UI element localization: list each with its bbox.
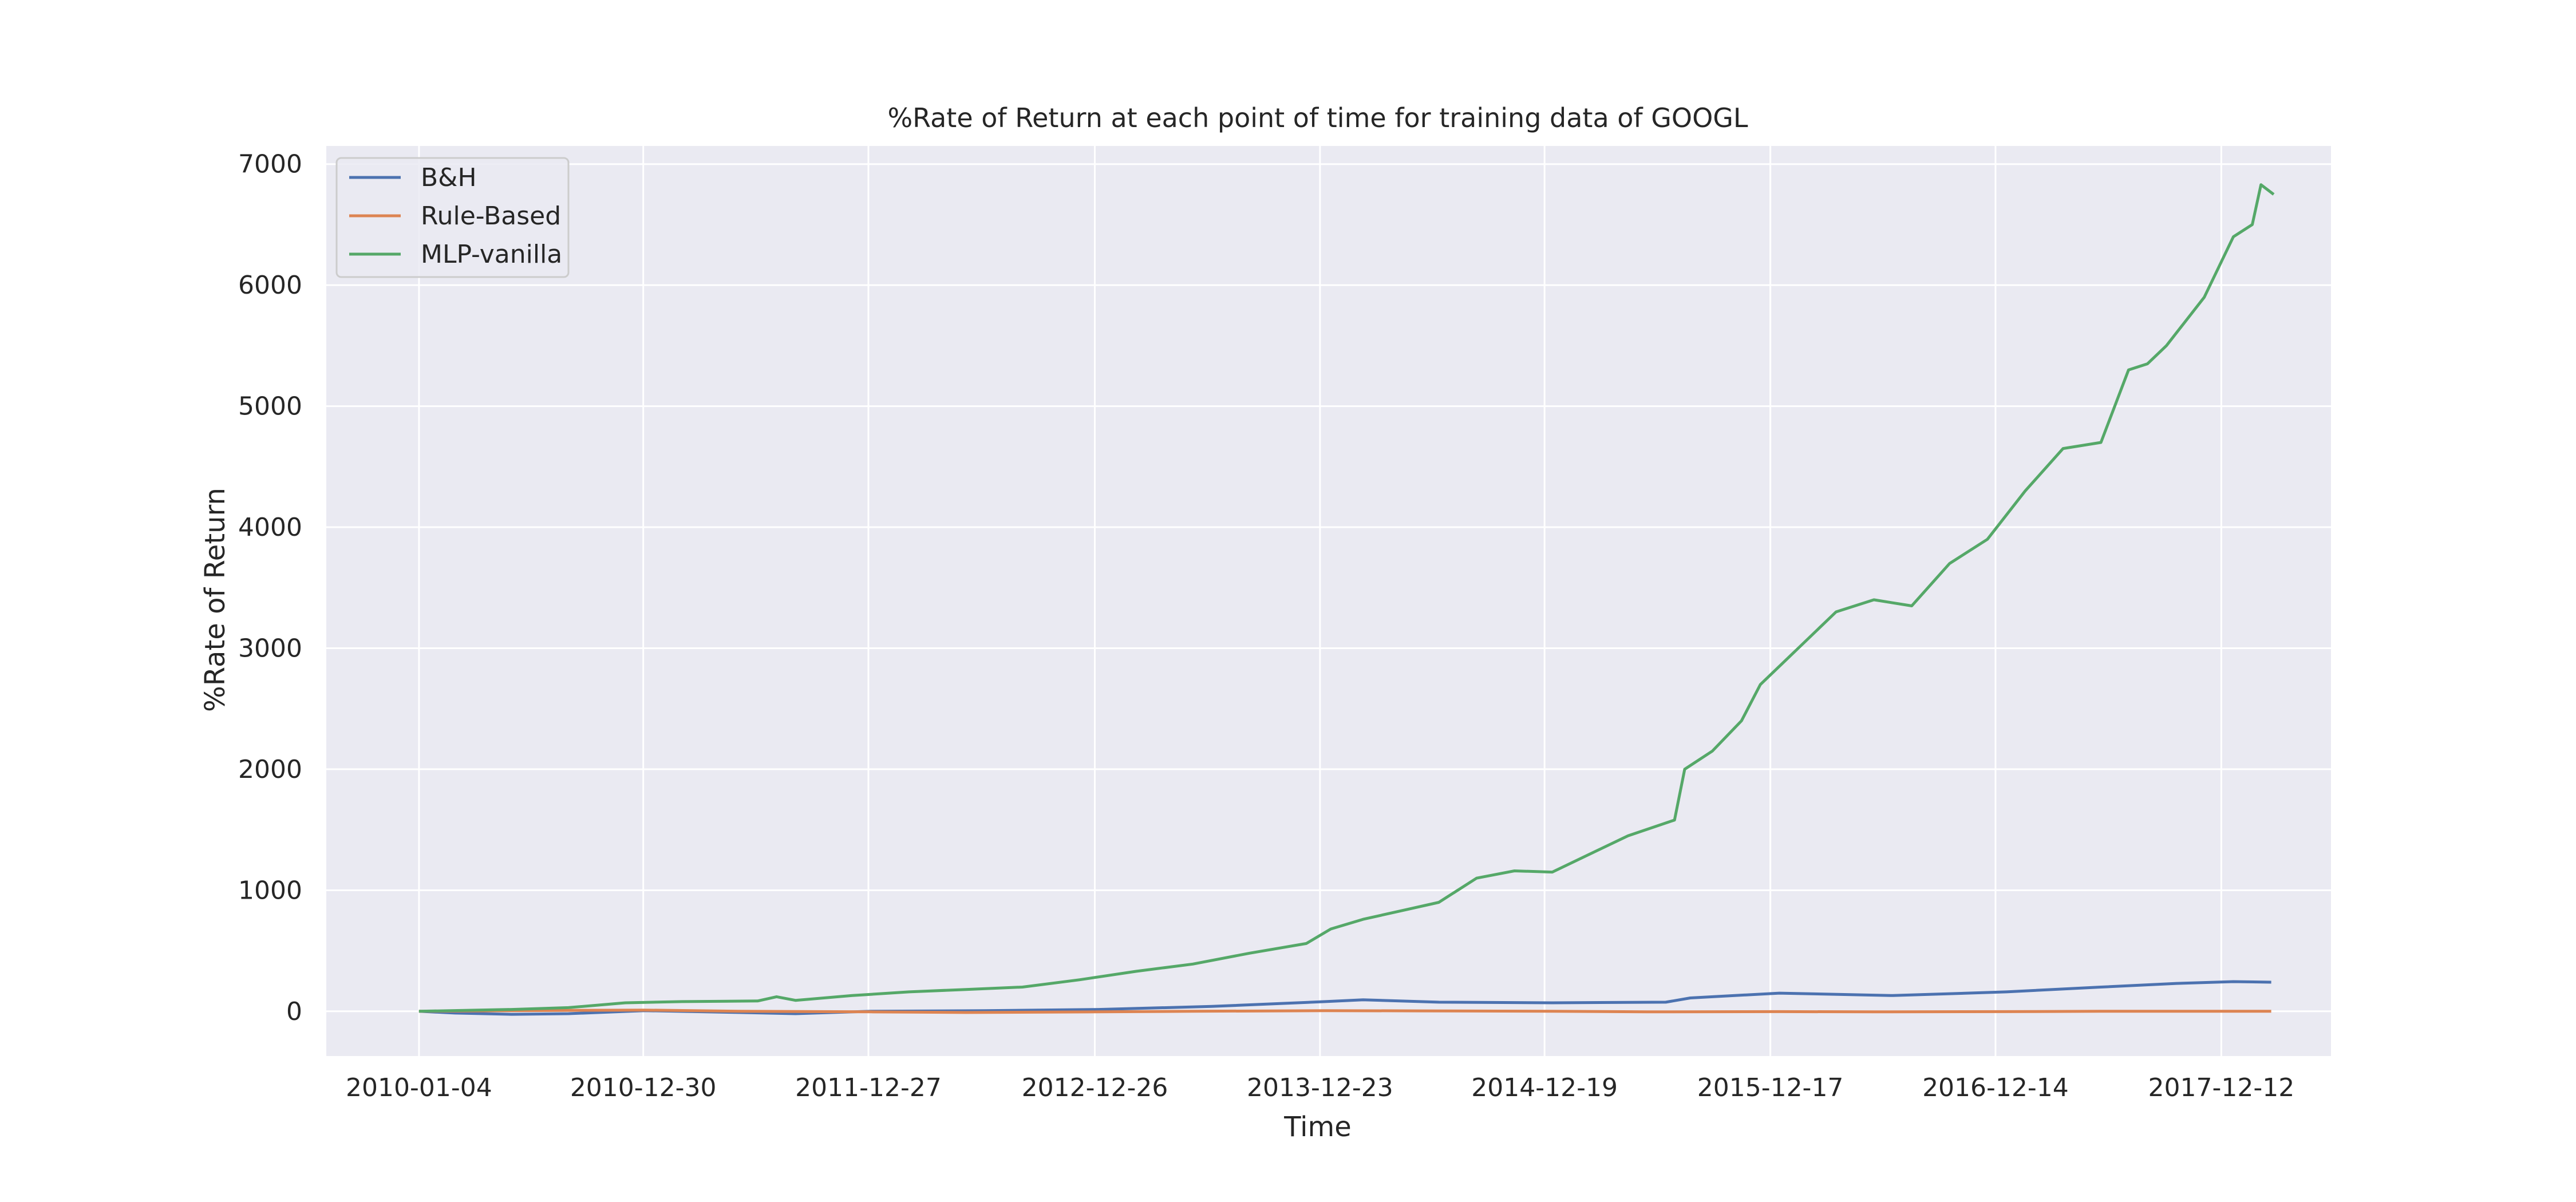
legend-label-rule-based: Rule-Based (421, 201, 561, 231)
x-tick-label: 2013-12-23 (1247, 1073, 1393, 1102)
y-tick-label: 3000 (238, 634, 302, 663)
plot-area (326, 146, 2331, 1056)
y-tick-label: 6000 (238, 271, 302, 300)
y-tick-labels: 0 1000 2000 3000 4000 5000 6000 7000 (238, 150, 302, 1026)
y-tick-label: 7000 (238, 150, 302, 179)
legend-box (335, 157, 570, 278)
legend: B&H Rule-Based MLP-vanilla (335, 157, 570, 278)
legend-label-bh: B&H (421, 163, 477, 192)
series-layer (418, 183, 2275, 1016)
y-tick-label: 0 (286, 997, 302, 1026)
x-axis-label: Time (1283, 1111, 1351, 1143)
x-tick-label: 2014-12-19 (1471, 1073, 1618, 1102)
x-tick-label: 2011-12-27 (795, 1073, 942, 1102)
y-tick-label: 2000 (238, 755, 302, 784)
y-tick-label: 5000 (238, 392, 302, 421)
y-tick-label: 4000 (238, 513, 302, 542)
legend-label-mlp-vanilla: MLP-vanilla (421, 240, 562, 269)
y-axis-label: %Rate of Return (199, 488, 231, 712)
x-tick-label: 2012-12-26 (1022, 1073, 1168, 1102)
x-tick-labels: 2010-01-04 2010-12-30 2011-12-27 2012-12-26… (346, 1073, 2294, 1102)
x-tick-label: 2017-12-12 (2148, 1073, 2294, 1102)
y-tick-label: 1000 (238, 876, 302, 905)
chart-title: %Rate of Return at each point of time fo… (887, 102, 1748, 133)
x-tick-label: 2015-12-17 (1697, 1073, 1844, 1102)
x-tick-label: 2010-12-30 (570, 1073, 717, 1102)
x-tick-label: 2010-01-04 (346, 1073, 492, 1102)
x-tick-label: 2016-12-14 (1922, 1073, 2069, 1102)
series-line-mlp-vanilla (418, 183, 2275, 1013)
series-line-rule-based (418, 1009, 2271, 1014)
